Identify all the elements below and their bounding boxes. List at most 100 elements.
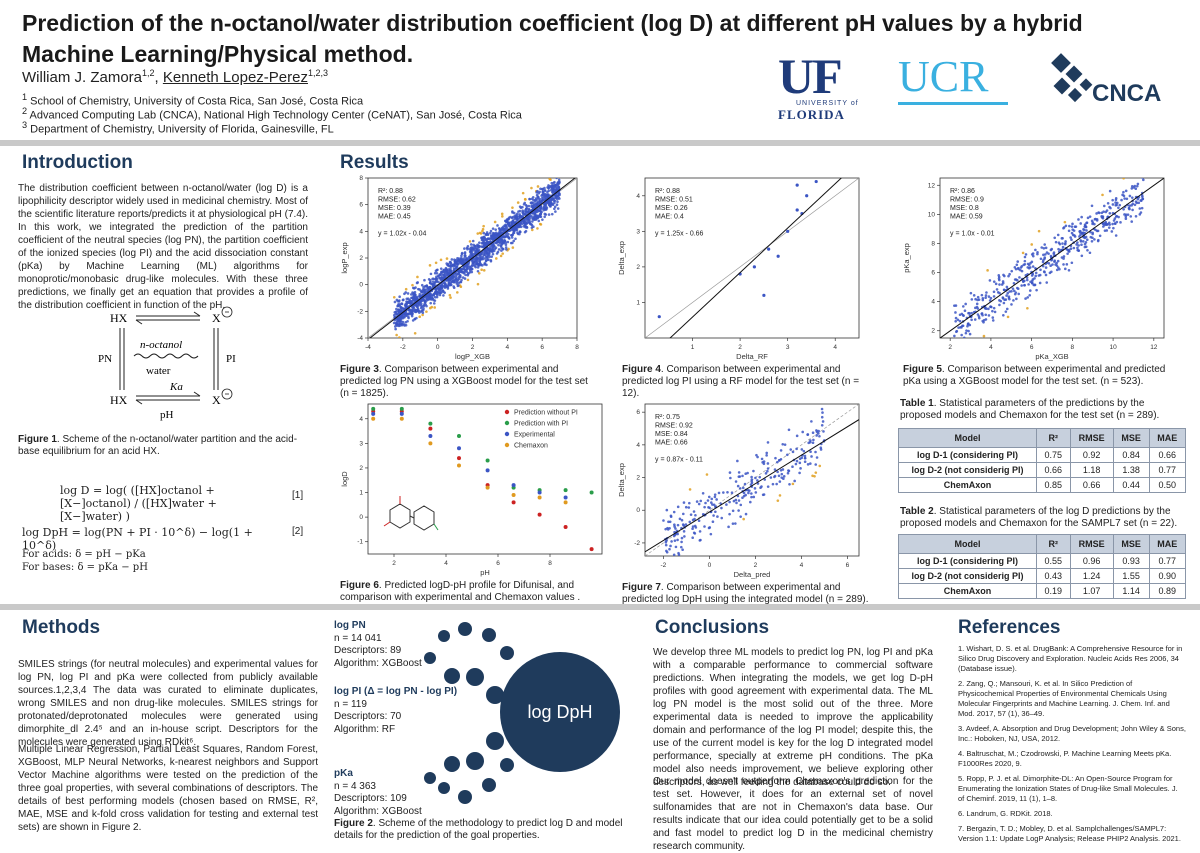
data-point bbox=[403, 292, 406, 296]
figure-5-chart: 2 4 6 8 10 12 2 4 6 8 10 12 pKa_XGB pKa_exp R²: 0.86 RM… bbox=[902, 177, 1165, 361]
data-point bbox=[491, 252, 495, 256]
data-point bbox=[563, 488, 568, 493]
data-point bbox=[1057, 247, 1060, 251]
data-point bbox=[985, 291, 988, 294]
data-point bbox=[411, 306, 415, 310]
data-point bbox=[820, 415, 824, 419]
data-point bbox=[563, 524, 568, 529]
data-point bbox=[662, 519, 665, 522]
data-point bbox=[766, 469, 769, 473]
data-point bbox=[737, 499, 741, 502]
x-tick-label: 8 bbox=[1071, 344, 1075, 351]
data-point bbox=[777, 459, 781, 462]
data-point bbox=[976, 298, 979, 302]
data-point bbox=[984, 318, 988, 321]
data-point bbox=[423, 300, 427, 304]
svg-text:n-octanol: n-octanol bbox=[140, 339, 182, 351]
data-point bbox=[1111, 203, 1115, 206]
data-point bbox=[555, 203, 559, 207]
data-point bbox=[395, 312, 399, 316]
data-point bbox=[982, 320, 985, 324]
data-point bbox=[432, 282, 436, 286]
affiliation-1: 1 School of Chemistry, University of Cos… bbox=[22, 92, 364, 108]
data-point bbox=[441, 289, 444, 292]
data-point bbox=[788, 482, 791, 486]
plot-area bbox=[645, 178, 859, 338]
data-point bbox=[1115, 214, 1119, 218]
data-point bbox=[457, 446, 461, 451]
data-point bbox=[981, 298, 985, 302]
data-point bbox=[522, 225, 526, 228]
data-point bbox=[491, 227, 495, 230]
data-point bbox=[1026, 262, 1030, 266]
data-point bbox=[398, 305, 402, 308]
data-point bbox=[676, 532, 679, 536]
data-point bbox=[1053, 259, 1057, 263]
data-point bbox=[752, 265, 756, 269]
legend-label: Prediction with PI bbox=[514, 421, 568, 428]
data-point bbox=[756, 479, 759, 482]
data-point bbox=[1031, 278, 1035, 281]
data-point bbox=[515, 226, 519, 230]
data-point bbox=[521, 210, 525, 213]
data-point bbox=[1142, 178, 1145, 182]
figure-3-chart: -4 -2 0 2 4 6 8 -4 -2 0 2 4 6 8 logP_XGB logP_exp R²: 0.… bbox=[340, 175, 579, 361]
data-point bbox=[398, 336, 401, 338]
table-2-caption: Table 2. Statistical parameters of the l… bbox=[900, 506, 1178, 529]
data-point bbox=[557, 191, 560, 195]
data-point bbox=[537, 219, 541, 223]
data-point bbox=[510, 223, 513, 227]
data-point bbox=[1041, 260, 1045, 264]
annotation-text: RMSE: 0.9 bbox=[950, 197, 984, 204]
data-point bbox=[1100, 215, 1103, 218]
metric-cell: 0.92 bbox=[1069, 447, 1114, 463]
data-point bbox=[799, 467, 802, 470]
data-point bbox=[511, 219, 515, 223]
data-point bbox=[963, 309, 967, 313]
metric-cell: 0.93 bbox=[1112, 553, 1150, 569]
data-point bbox=[497, 227, 501, 230]
data-point bbox=[443, 285, 446, 288]
data-point bbox=[494, 228, 498, 231]
data-point bbox=[990, 305, 993, 309]
data-point bbox=[463, 251, 467, 254]
data-point bbox=[471, 263, 474, 267]
decorative-dot bbox=[438, 782, 450, 794]
data-point bbox=[667, 520, 670, 524]
annotation-text: MAE: 0.59 bbox=[950, 214, 983, 221]
data-point bbox=[439, 287, 443, 290]
data-point bbox=[1062, 257, 1065, 260]
data-point bbox=[744, 512, 748, 516]
data-point bbox=[695, 500, 699, 503]
data-point bbox=[398, 295, 401, 298]
data-point bbox=[483, 263, 486, 266]
data-point bbox=[535, 209, 538, 212]
fit-line bbox=[940, 178, 1164, 338]
data-point bbox=[589, 490, 594, 495]
data-point bbox=[1118, 203, 1122, 207]
data-point bbox=[1128, 204, 1132, 207]
data-point bbox=[551, 190, 554, 194]
x-tick-label: 4 bbox=[800, 562, 804, 569]
data-point bbox=[773, 474, 777, 478]
log-dph-circle: log DpH bbox=[500, 652, 620, 772]
data-point bbox=[766, 462, 770, 465]
data-point bbox=[1085, 238, 1089, 241]
data-point bbox=[1024, 253, 1028, 256]
table-header-cell: RMSE bbox=[1069, 534, 1114, 554]
data-point bbox=[677, 551, 680, 555]
annotation-text: MAE: 0.4 bbox=[655, 214, 684, 221]
data-point bbox=[691, 536, 694, 539]
figure-6-chart: 2 4 6 8 -1 0 1 2 3 4 pH logD Prediction without PI Pr… bbox=[340, 403, 603, 577]
data-point bbox=[741, 474, 744, 478]
data-point bbox=[514, 237, 517, 241]
data-point bbox=[704, 501, 707, 505]
data-point bbox=[490, 250, 494, 253]
x-tick-label: 0 bbox=[708, 562, 712, 569]
data-point bbox=[795, 183, 799, 187]
data-point bbox=[1070, 261, 1074, 265]
data-point bbox=[555, 183, 558, 187]
data-point bbox=[1107, 221, 1111, 225]
data-point bbox=[476, 232, 480, 235]
data-point bbox=[991, 309, 994, 313]
